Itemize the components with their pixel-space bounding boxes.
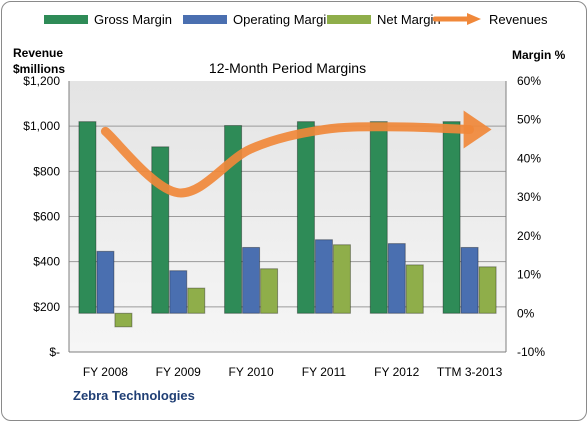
- legend-label-net-margin: Net Margin: [377, 11, 441, 27]
- bar-operating-margin: [460, 246, 479, 314]
- legend-swatch-revenues-arrow: [433, 13, 481, 25]
- right-tick-label: 50%: [517, 113, 541, 127]
- bar-net-margin: [114, 312, 133, 328]
- bar-net-margin: [478, 266, 497, 314]
- chart-title: 12-Month Period Margins: [209, 60, 366, 76]
- left-tick-label: $200: [33, 300, 60, 314]
- x-tick-label: FY 2012: [374, 365, 419, 379]
- left-axis-label: Revenue $millions: [13, 45, 65, 77]
- bar-gross-margin: [78, 121, 97, 314]
- legend-swatch-operating-margin: [183, 14, 227, 24]
- legend-swatch-net-margin: [327, 14, 371, 24]
- left-tick-label: $1,000: [23, 119, 60, 133]
- bar-operating-margin: [242, 246, 261, 314]
- revenues-line: [100, 122, 475, 198]
- left-tick-label: $600: [33, 210, 60, 224]
- bar-gross-margin: [151, 146, 170, 314]
- company-name: Zebra Technologies: [73, 388, 195, 403]
- bar-gross-margin: [296, 121, 315, 314]
- right-axis-label: Margin %: [512, 48, 566, 62]
- bar-gross-margin: [442, 121, 461, 314]
- bar-net-margin: [187, 287, 206, 314]
- bar-net-margin: [332, 244, 351, 314]
- legend-item-operating-margin: Operating Margin: [183, 9, 333, 29]
- bar-gross-margin: [369, 121, 388, 314]
- right-tick-label: 60%: [517, 74, 541, 88]
- legend-label-revenues: Revenues: [489, 11, 548, 27]
- bar-operating-margin: [387, 243, 406, 314]
- bar-gross-margin: [224, 125, 243, 314]
- bar-net-margin: [405, 264, 424, 314]
- left-axis-label-line1: Revenue: [13, 46, 64, 60]
- x-tick-label: FY 2010: [229, 365, 274, 379]
- bar-operating-margin: [314, 239, 333, 314]
- legend-item-net-margin: Net Margin: [327, 9, 441, 29]
- legend-swatch-gross-margin: [44, 14, 88, 24]
- x-tick-label: FY 2008: [83, 365, 128, 379]
- x-tick-label: TTM 3-2013: [437, 365, 503, 379]
- bar-operating-margin: [96, 250, 115, 314]
- right-tick-label: 40%: [517, 151, 541, 165]
- left-tick-label: $400: [33, 255, 60, 269]
- left-tick-label: $1,200: [23, 74, 60, 88]
- right-tick-label: -10%: [517, 345, 545, 359]
- legend-label-gross-margin: Gross Margin: [94, 11, 173, 27]
- x-tick-label: FY 2009: [156, 365, 201, 379]
- revenues-arrowhead: [463, 110, 492, 149]
- legend-item-revenues: Revenues: [433, 9, 548, 29]
- legend-item-gross-margin: Gross Margin: [44, 9, 172, 29]
- x-tick-label: FY 2011: [302, 365, 347, 379]
- right-tick-label: 10%: [517, 268, 541, 282]
- bar-operating-margin: [169, 270, 188, 314]
- right-tick-label: 20%: [517, 229, 541, 243]
- right-tick-label: 30%: [517, 190, 541, 204]
- left-tick-label: $-: [49, 345, 60, 359]
- left-axis-label-line2: $millions: [13, 62, 66, 76]
- left-tick-label: $800: [33, 164, 60, 178]
- right-tick-label: 0%: [517, 306, 535, 320]
- legend: Gross Margin Operating Margin Net Margin…: [0, 9, 588, 29]
- legend-label-operating-margin: Operating Margin: [233, 11, 334, 27]
- bar-net-margin: [260, 268, 279, 314]
